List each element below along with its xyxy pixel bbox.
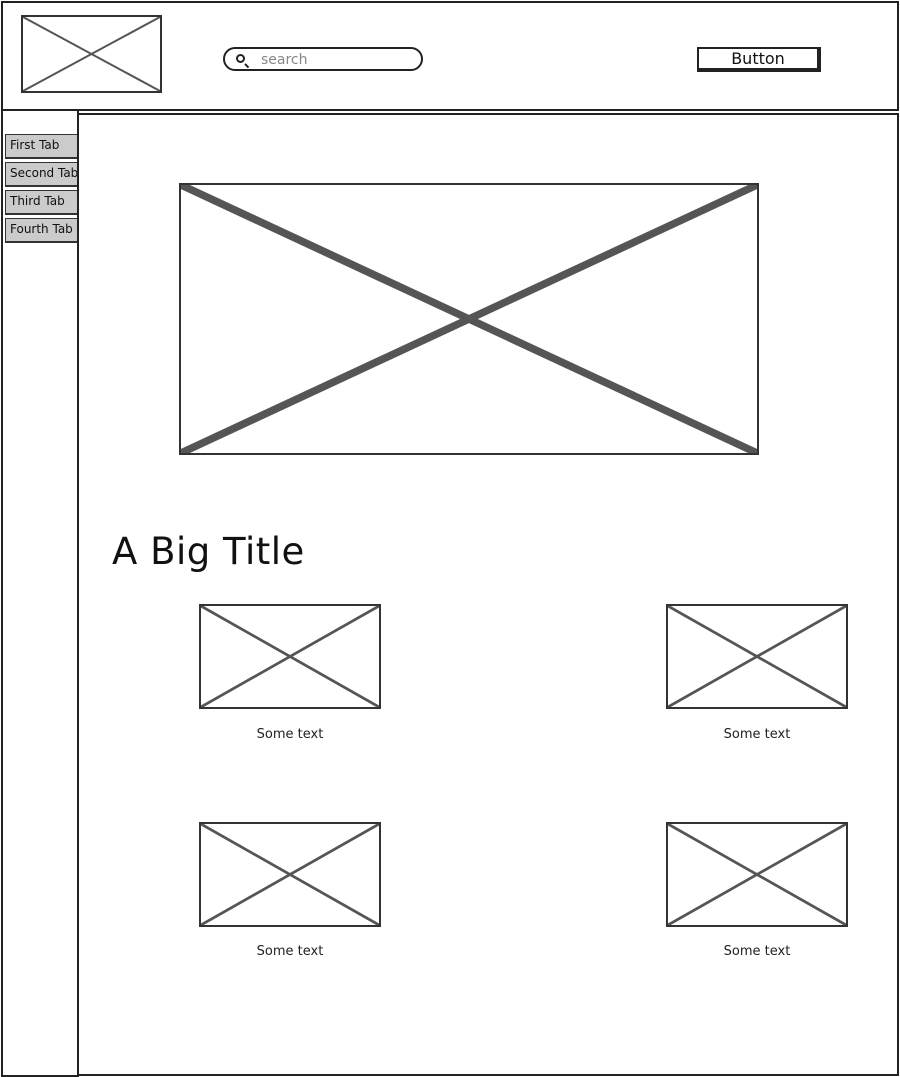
- card-image-placeholder-icon: [199, 822, 381, 927]
- hero-image-placeholder-icon: [179, 183, 759, 455]
- search-icon: [236, 54, 245, 63]
- tab-second[interactable]: Second Tab: [5, 162, 80, 187]
- card-caption: Some text: [256, 727, 324, 742]
- search-box[interactable]: [223, 47, 423, 71]
- card-image-placeholder-icon: [666, 604, 848, 709]
- tab-first[interactable]: First Tab: [5, 134, 80, 159]
- card-image-placeholder-icon: [666, 822, 848, 927]
- page-title: A Big Title: [112, 530, 305, 573]
- search-input[interactable]: [261, 50, 411, 69]
- logo-image-placeholder-icon: [21, 15, 162, 93]
- card-image-placeholder-icon: [199, 604, 381, 709]
- header-bar: Button: [1, 1, 899, 111]
- header-button[interactable]: Button: [697, 47, 821, 72]
- tab-fourth[interactable]: Fourth Tab: [5, 218, 80, 243]
- tab-third[interactable]: Third Tab: [5, 190, 80, 215]
- sidebar: First Tab Second Tab Third Tab Fourth Ta…: [1, 111, 80, 1077]
- card-caption: Some text: [723, 727, 791, 742]
- card-caption: Some text: [256, 944, 324, 959]
- card-caption: Some text: [723, 944, 791, 959]
